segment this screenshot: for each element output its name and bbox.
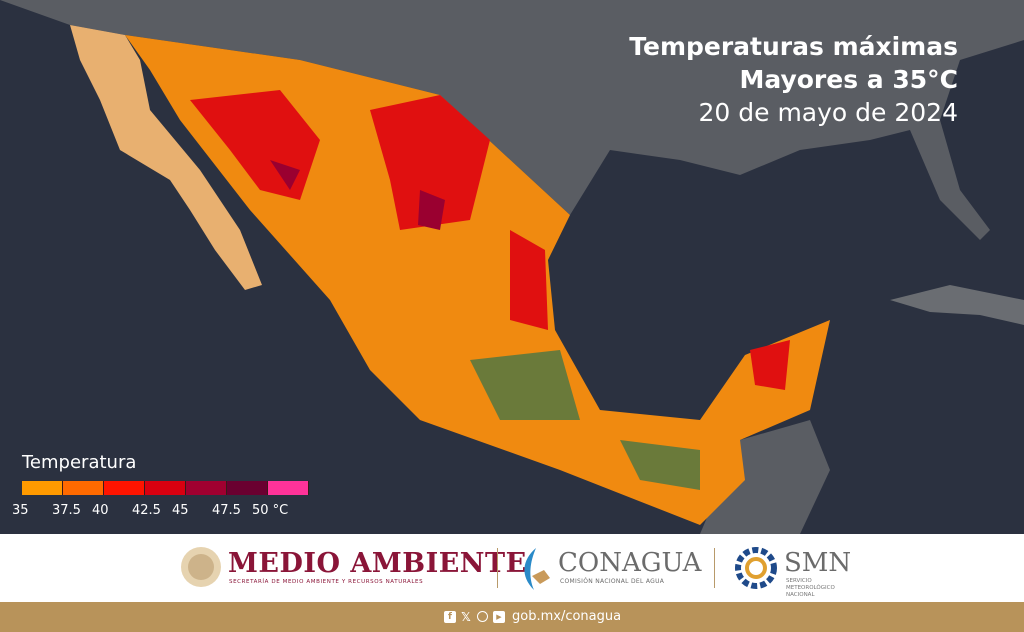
hot-core xyxy=(270,160,445,230)
legend-swatch xyxy=(63,481,104,495)
footer: f 𝕏 ▶ gob.mx/conagua xyxy=(0,602,1024,632)
smn-subtitle: SERVICIO METEOROLÓGICO NACIONAL xyxy=(786,578,835,599)
us-land xyxy=(0,0,1024,240)
green-highlands xyxy=(470,350,700,490)
divider xyxy=(714,548,715,588)
mexico-seal-icon xyxy=(181,547,221,587)
logos-bar: MEDIO AMBIENTE SECRETARÍA DE MEDIO AMBIE… xyxy=(0,534,1024,602)
central-america-land xyxy=(700,420,830,534)
website-link[interactable]: gob.mx/conagua xyxy=(512,609,622,624)
instagram-icon[interactable] xyxy=(477,611,488,622)
conagua-subtitle: COMISIÓN NACIONAL DEL AGUA xyxy=(560,578,665,585)
conagua-logo: CONAGUA xyxy=(558,548,702,578)
legend-swatch xyxy=(104,481,145,495)
temperature-map: Temperaturas máximas Mayores a 35°C 20 d… xyxy=(0,0,1024,534)
title-line1: Temperaturas máximas xyxy=(629,32,958,61)
legend-swatch xyxy=(186,481,227,495)
legend-color-bar xyxy=(22,481,322,495)
legend-swatch xyxy=(22,481,63,495)
legend-tick: 37.5 xyxy=(52,503,81,518)
title-date: 20 de mayo de 2024 xyxy=(698,98,959,127)
hot-zone-yucatan xyxy=(750,340,790,390)
legend-swatch xyxy=(268,481,309,495)
hot-zone-chihuahua xyxy=(370,95,490,230)
hot-zone-tamaulipas xyxy=(510,230,548,330)
smn-icon xyxy=(735,547,777,589)
legend-tick: 42.5 xyxy=(132,503,161,518)
legend-tick: 40 xyxy=(92,503,109,518)
map-title: Temperaturas máximas Mayores a 35°C 20 d… xyxy=(629,30,958,129)
divider xyxy=(497,548,498,588)
legend-tick: 35 xyxy=(12,503,29,518)
x-icon[interactable]: 𝕏 xyxy=(461,610,471,624)
legend-tick: 50 °C xyxy=(252,503,289,518)
facebook-icon[interactable]: f xyxy=(444,611,456,623)
youtube-icon[interactable]: ▶ xyxy=(493,611,505,623)
smn-sub-line: SERVICIO xyxy=(786,578,812,584)
legend-tick: 45 xyxy=(172,503,189,518)
legend-swatch xyxy=(227,481,268,495)
map-graphic xyxy=(0,0,1024,534)
legend-ticks: 35 37.5 40 42.5 45 47.5 50 °C xyxy=(12,503,322,523)
medio-ambiente-logo: MEDIO AMBIENTE xyxy=(228,548,527,579)
legend-title: Temperatura xyxy=(22,452,137,473)
cuba-land xyxy=(890,285,1024,325)
legend-tick: 47.5 xyxy=(212,503,241,518)
smn-sub-line: METEOROLÓGICO xyxy=(786,585,835,591)
temperature-legend: Temperatura 35 37.5 40 42.5 45 47.5 50 °C xyxy=(12,452,322,523)
conagua-icon xyxy=(524,548,550,590)
title-line2: Mayores a 35°C xyxy=(739,65,958,94)
smn-sub-line: NACIONAL xyxy=(786,592,815,598)
baja-california xyxy=(70,25,262,290)
legend-swatch xyxy=(145,481,186,495)
medio-ambiente-subtitle: SECRETARÍA DE MEDIO AMBIENTE Y RECURSOS … xyxy=(229,579,424,585)
smn-logo: SMN xyxy=(784,548,852,578)
